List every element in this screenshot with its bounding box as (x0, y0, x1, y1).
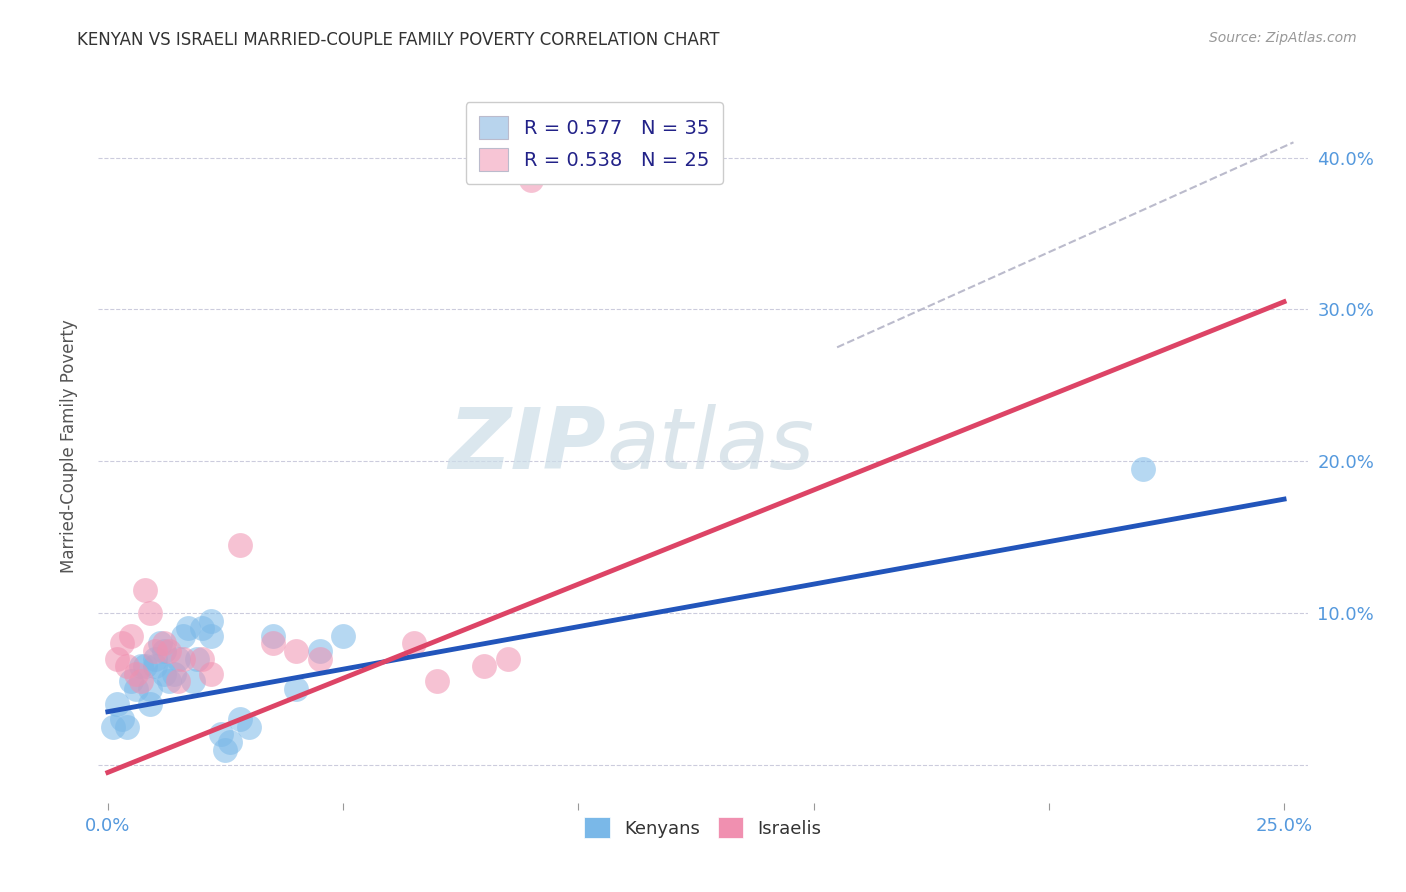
Point (139, 697, 162, 711)
Point (186, 651, 208, 665)
Point (200, 614, 222, 628)
Point (191, 621, 214, 635)
Point (228, 538, 250, 552)
Point (153, 666, 176, 681)
Point (262, 636, 284, 650)
Point (143, 644, 166, 658)
Point (219, 735, 242, 749)
Point (520, 173, 543, 187)
Point (120, 629, 142, 643)
Text: atlas: atlas (606, 404, 814, 488)
Point (120, 674, 142, 689)
Point (143, 659, 166, 673)
Point (332, 629, 354, 643)
Point (143, 651, 166, 665)
Point (191, 651, 214, 665)
Point (402, 636, 425, 650)
Point (181, 674, 204, 689)
Point (125, 666, 148, 681)
Point (1132, 462, 1154, 476)
Point (426, 674, 449, 689)
Point (149, 636, 172, 650)
Point (111, 636, 134, 650)
Point (157, 674, 180, 689)
Point (125, 681, 148, 696)
Point (153, 644, 176, 658)
Point (134, 659, 156, 673)
Y-axis label: Married-Couple Family Poverty: Married-Couple Family Poverty (59, 319, 77, 573)
Point (134, 583, 156, 598)
Point (661, 151, 683, 165)
Point (209, 727, 232, 741)
Point (496, 651, 519, 665)
Point (129, 659, 152, 673)
Point (105, 651, 128, 665)
Legend: Kenyans, Israelis: Kenyans, Israelis (575, 808, 831, 847)
Point (115, 659, 138, 673)
Point (111, 712, 134, 726)
Point (139, 606, 162, 620)
Point (177, 621, 200, 635)
Text: Source: ZipAtlas.com: Source: ZipAtlas.com (1209, 31, 1357, 45)
Point (167, 651, 190, 665)
Point (472, 659, 495, 673)
Point (172, 629, 194, 643)
Point (139, 681, 162, 696)
Text: KENYAN VS ISRAELI MARRIED-COUPLE FAMILY POVERTY CORRELATION CHART: KENYAN VS ISRAELI MARRIED-COUPLE FAMILY … (77, 31, 720, 49)
Point (285, 681, 308, 696)
Point (262, 629, 284, 643)
Point (214, 742, 236, 756)
Point (157, 644, 180, 658)
Point (285, 644, 308, 658)
Point (167, 674, 190, 689)
Point (200, 666, 222, 681)
Point (172, 651, 194, 665)
Point (101, 720, 124, 734)
Point (238, 720, 260, 734)
Point (163, 666, 186, 681)
Point (308, 644, 330, 658)
Point (308, 651, 330, 665)
Point (115, 720, 138, 734)
Text: ZIP: ZIP (449, 404, 606, 488)
Point (200, 629, 222, 643)
Point (153, 636, 176, 650)
Point (129, 674, 152, 689)
Point (228, 712, 250, 726)
Point (105, 697, 128, 711)
